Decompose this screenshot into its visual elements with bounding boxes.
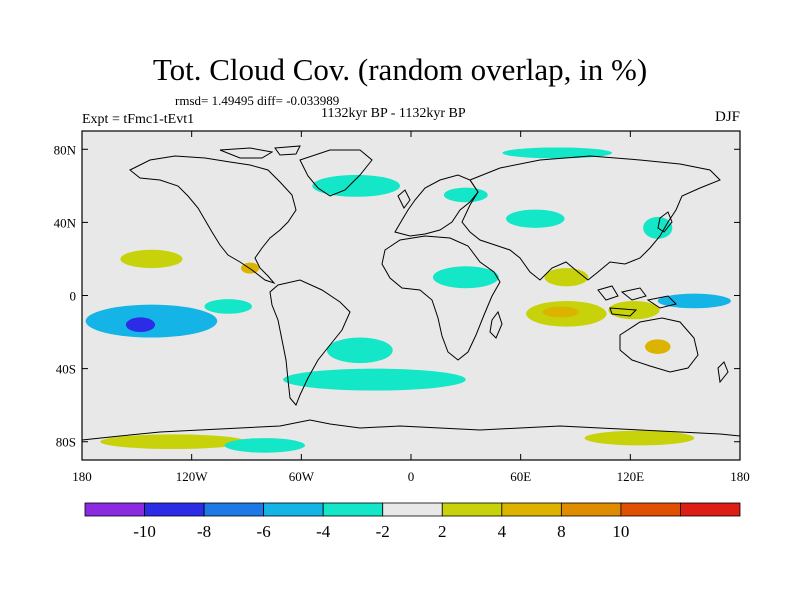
colorbar-swatch xyxy=(84,502,145,517)
anomaly-patch-europe-negative xyxy=(443,187,488,203)
asia-coast xyxy=(461,155,721,281)
greenland-coast xyxy=(299,149,373,197)
x-tick-label: 120E xyxy=(617,469,645,484)
anomaly-patch-arctic-negative xyxy=(502,147,613,159)
anomaly-patch-north-pacific-positive xyxy=(120,249,183,269)
x-tick-label: 60E xyxy=(510,469,531,484)
colorbar-label: 2 xyxy=(438,522,447,541)
x-tick-label: 60W xyxy=(289,469,315,484)
colorbar-swatch xyxy=(620,502,681,517)
stats-line: rmsd= 1.49495 diff= -0.033989 xyxy=(175,93,340,108)
arctic-islands-coast xyxy=(219,145,301,159)
map-axes: 180 120W 60W 0 60E 120E 180 80N 40N 0 40S 80S xyxy=(54,131,750,484)
plot-title: Tot. Cloud Cov. (random overlap, in %) xyxy=(152,52,648,87)
colorbar-label: -10 xyxy=(133,522,156,541)
anomaly-patch-central-asia-negative xyxy=(506,209,565,228)
experiment-label: Expt = tFmc1-tEvt1 xyxy=(82,112,195,127)
period-label: 1132kyr BP - 1132kyr BP xyxy=(321,106,466,121)
new-zealand-coast xyxy=(717,361,729,384)
colorbar-label: -4 xyxy=(316,522,331,541)
colorbar-swatch xyxy=(560,502,622,517)
y-tick-label: 80S xyxy=(56,435,76,450)
colorbar: -10 -8 -6 -4 -2 2 4 8 10 xyxy=(84,502,741,541)
y-tick-label: 40S xyxy=(56,362,76,377)
japan-coast xyxy=(657,211,673,233)
anomaly-patch-south-pacific-core xyxy=(125,317,156,333)
anomaly-patch-antarctic-positive xyxy=(100,434,247,450)
colorbar-swatch xyxy=(501,502,562,517)
anomaly-patch-australia-positive xyxy=(644,339,671,354)
south-america-coast xyxy=(269,279,351,406)
anomaly-patch-eastern-pacific-negative xyxy=(204,299,252,314)
antarctica-coast xyxy=(82,419,740,441)
anomaly-patch-arabia-negative xyxy=(432,266,499,289)
colorbar-swatch xyxy=(263,502,324,517)
anomaly-patch-antarctic-negative xyxy=(224,438,305,453)
coastlines xyxy=(82,145,740,441)
anomaly-patch-indian-ocean-core xyxy=(542,306,580,318)
anomaly-patch-north-atlantic-negative xyxy=(312,174,401,197)
colorbar-label: 8 xyxy=(557,522,566,541)
colorbar-swatch xyxy=(322,502,384,517)
x-tick-label: 120W xyxy=(176,469,209,484)
anomaly-patch-india-positive xyxy=(544,268,589,287)
x-tick-label: 180 xyxy=(730,469,750,484)
colorbar-label: -6 xyxy=(257,522,271,541)
anomaly-field xyxy=(85,147,731,453)
y-tick-label: 0 xyxy=(70,289,77,304)
colorbar-swatch xyxy=(144,502,205,517)
colorbar-label: -2 xyxy=(376,522,390,541)
maritime-continent-coast xyxy=(597,285,677,317)
colorbar-swatch xyxy=(680,502,741,517)
north-america-coast xyxy=(129,155,297,285)
colorbar-swatch xyxy=(203,502,265,517)
colorbar-label: -8 xyxy=(197,522,211,541)
australia-coast xyxy=(619,317,699,373)
anomaly-patch-east-antarctic-positive xyxy=(584,430,695,446)
anomaly-patch-south-atlantic-negative xyxy=(326,337,393,364)
colorbar-label: 4 xyxy=(498,522,507,541)
anomaly-patch-southern-ocean-negative xyxy=(283,368,466,391)
anomaly-patch-west-pacific-negative xyxy=(657,293,731,309)
y-tick-label: 80N xyxy=(54,142,77,157)
madagascar-coast xyxy=(489,310,503,339)
season-label: DJF xyxy=(714,109,740,125)
africa-coast xyxy=(381,235,501,361)
x-tick-label: 0 xyxy=(408,469,415,484)
y-tick-label: 40N xyxy=(54,215,77,230)
colorbar-swatch xyxy=(441,502,503,517)
colorbar-label: 10 xyxy=(612,522,629,541)
british-isles-coast xyxy=(397,189,411,209)
x-tick-label: 180 xyxy=(72,469,92,484)
map-background xyxy=(82,131,740,460)
colorbar-swatch xyxy=(382,502,443,517)
